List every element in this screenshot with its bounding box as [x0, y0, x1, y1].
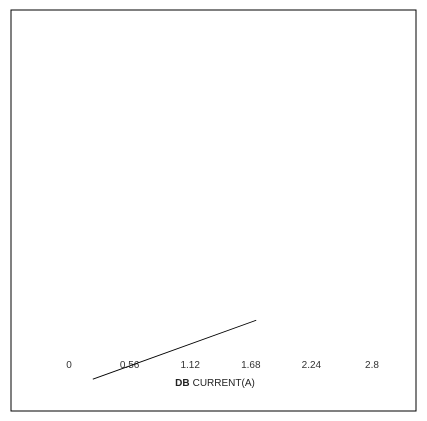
x-axis-title-main: CURRENT(A)	[193, 378, 255, 389]
chart-frame-border	[10, 9, 417, 412]
data-series	[92, 319, 257, 380]
x-tick-label: 2.8	[365, 360, 379, 371]
series-line	[92, 319, 257, 380]
x-tick-label: 2.24	[302, 360, 322, 371]
x-axis-title: DB CURRENT(A)	[175, 378, 255, 389]
x-tick-label: 0	[66, 360, 72, 371]
x-tick-label: 1.12	[180, 360, 200, 371]
x-axis-title-prefix: DB	[175, 378, 189, 389]
x-tick-label: 1.68	[241, 360, 261, 371]
